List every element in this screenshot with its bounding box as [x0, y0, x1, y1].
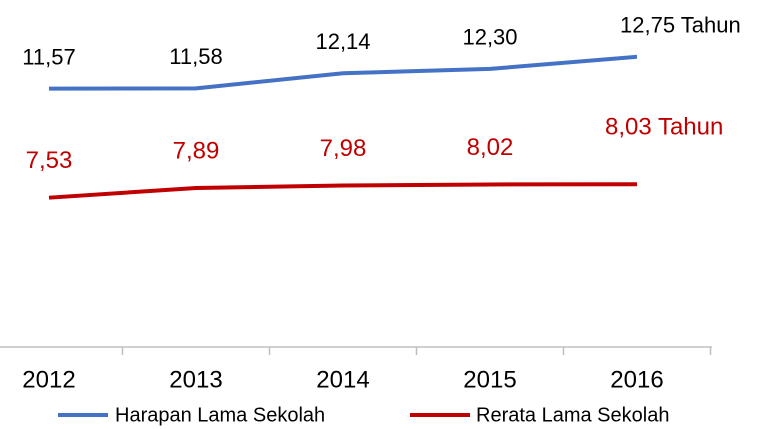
x-tick-label: 2014 [316, 366, 369, 393]
x-tick-label: 2015 [463, 366, 516, 393]
data-label: 7,89 [173, 137, 220, 164]
data-label: 8,02 [467, 134, 514, 161]
data-label: 7,98 [320, 135, 367, 162]
data-label: 12,75 Tahun [620, 13, 741, 38]
x-tick-label: 2013 [169, 366, 222, 393]
legend-label: Harapan Lama Sekolah [115, 404, 325, 426]
data-label: 11,57 [22, 44, 75, 69]
series-line [48, 182, 638, 200]
data-label: 11,58 [169, 44, 222, 69]
data-label: 12,30 [462, 25, 517, 50]
x-tick-label: 2016 [610, 366, 663, 393]
x-tick-label: 2012 [22, 366, 75, 393]
data-label: 8,03 Tahun [605, 114, 723, 141]
data-label: 12,14 [315, 29, 370, 54]
legend-label: Rerata Lama Sekolah [476, 404, 669, 426]
series-line [48, 54, 638, 91]
data-label: 7,53 [26, 147, 73, 174]
